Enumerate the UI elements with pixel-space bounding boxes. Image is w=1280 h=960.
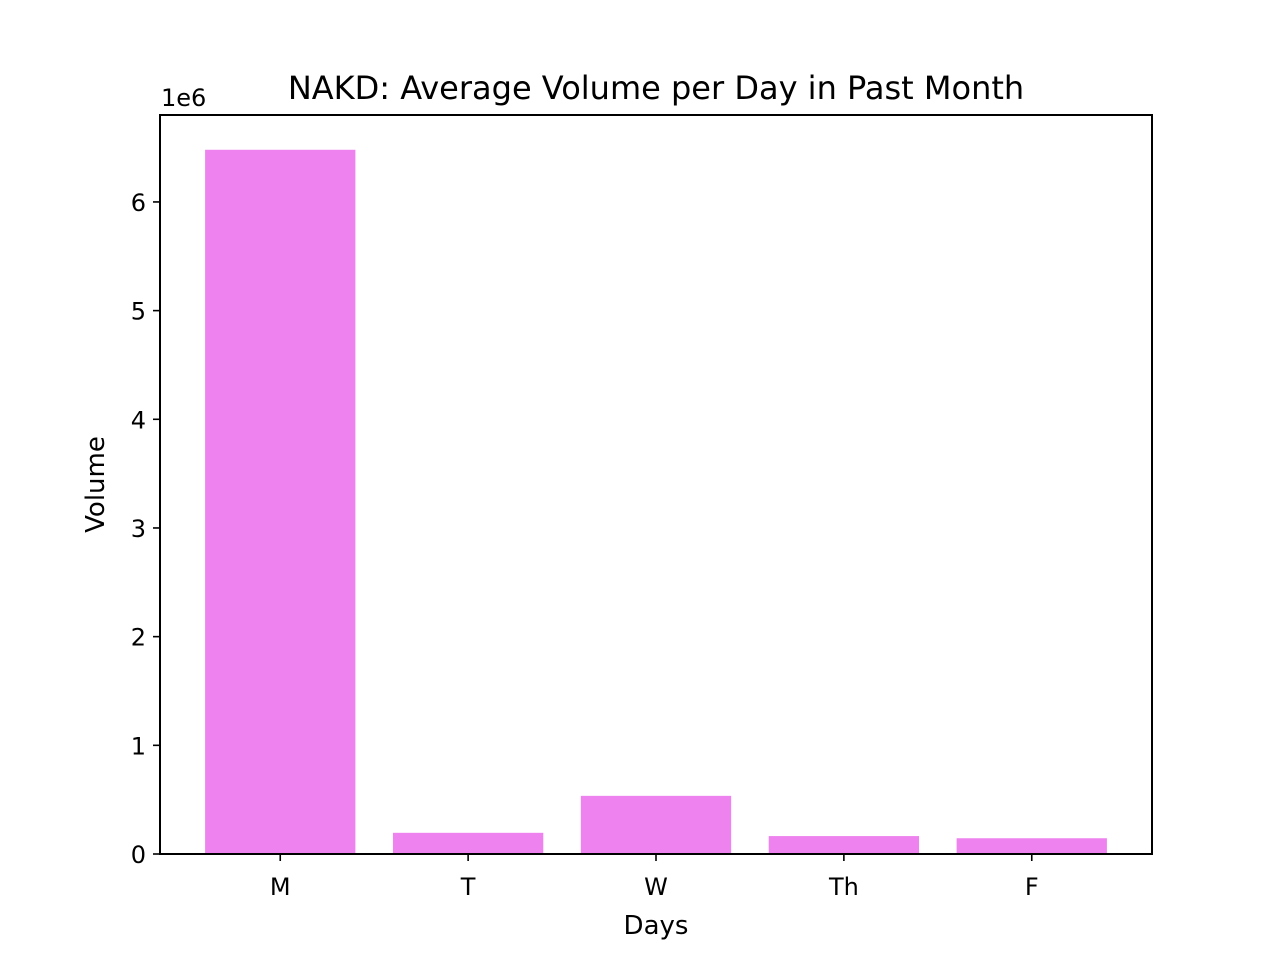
plot-area xyxy=(205,149,1107,854)
y-tick-label: 2 xyxy=(131,624,146,652)
y-axis-offset-label: 1e6 xyxy=(161,84,206,112)
x-tick-label: Th xyxy=(828,873,859,901)
bar-w xyxy=(580,795,732,854)
x-axis-label: Days xyxy=(624,911,689,941)
y-axis-label: Volume xyxy=(81,436,111,533)
y-tick-label: 4 xyxy=(131,406,146,434)
bar-t xyxy=(392,832,544,854)
x-tick-label: T xyxy=(460,873,476,901)
y-axis: 0 1 2 3 4 5 6 xyxy=(131,189,160,869)
y-tick-label: 6 xyxy=(131,189,146,217)
y-tick-label: 0 xyxy=(131,841,146,869)
x-axis: M T W Th F xyxy=(270,854,1039,901)
chart-title: NAKD: Average Volume per Day in Past Mon… xyxy=(288,69,1024,107)
x-tick-label: M xyxy=(270,873,291,901)
bar-th xyxy=(768,836,920,854)
y-tick-label: 5 xyxy=(131,298,146,326)
bar-f xyxy=(956,838,1107,854)
x-tick-label: W xyxy=(644,873,668,901)
bar-m xyxy=(205,149,356,854)
y-tick-label: 3 xyxy=(131,515,146,543)
x-tick-label: F xyxy=(1025,873,1039,901)
y-tick-label: 1 xyxy=(131,732,146,760)
